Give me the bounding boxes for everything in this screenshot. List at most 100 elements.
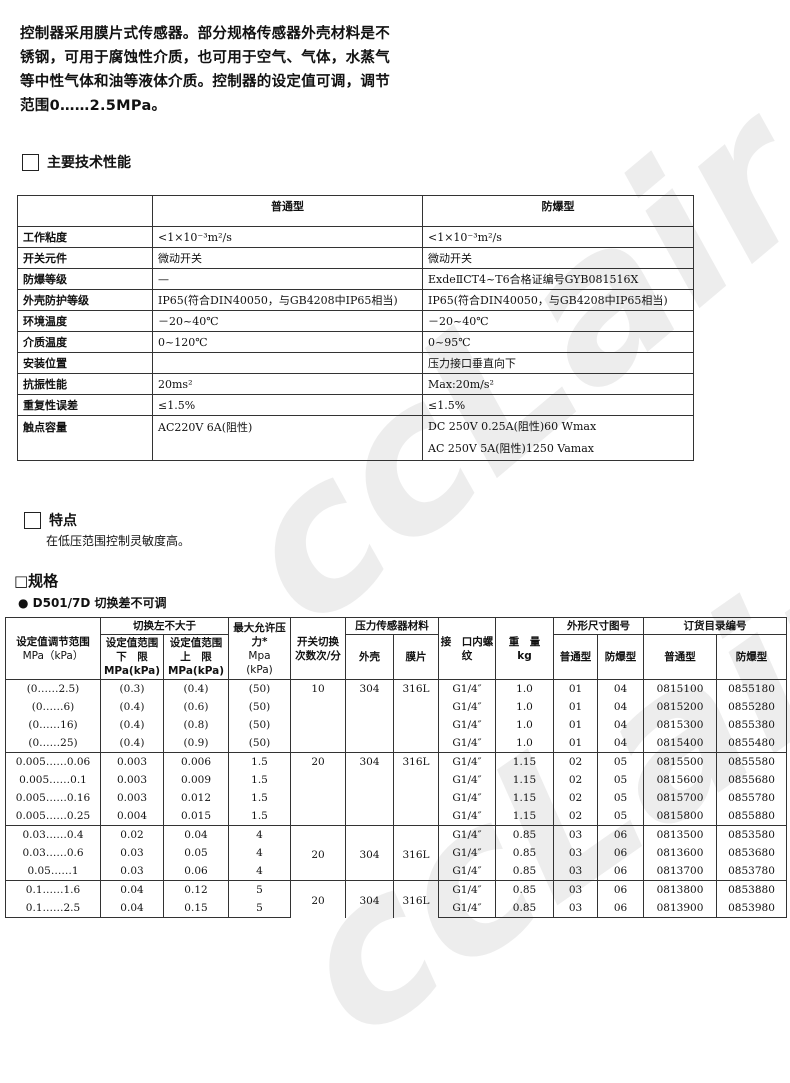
cell-upper: 0.012 — [163, 789, 229, 807]
table-row: (0……2.5) (0.3) (0.4) (50) 10 304 316L G1/4″ 1.0 0… — [5, 679, 787, 753]
cell-order-ex: 0855680 — [716, 771, 787, 789]
cell-range: 0.03……0.6 — [5, 844, 101, 862]
cell-range: (0……25) — [5, 734, 101, 753]
col-shell: 外壳 — [345, 634, 394, 680]
table-row: (0……25) (0.4) (0.9) (50) G1/4″ 1.0 01 04 0815400… — [5, 734, 787, 753]
header-cell: 防爆型 — [422, 195, 694, 227]
table-row: 0.005……0.06 0.003 0.006 1.5 20 304 316L G1/4″ 1.… — [5, 752, 787, 826]
cell-weight: 1.0 — [495, 698, 554, 716]
cell-port: G1/4″ — [438, 825, 496, 844]
col-dim-normal: 普通型 — [553, 634, 598, 680]
cell-weight: 1.15 — [495, 771, 554, 789]
cell-order-ex: 0853780 — [716, 862, 787, 881]
cell-lower: (0.4) — [100, 734, 164, 753]
cell-range: (0……16) — [5, 716, 101, 734]
spec-value-ex: －20~40℃ — [422, 310, 694, 332]
cell-port: G1/4″ — [438, 899, 496, 918]
col-dim: 外形尺寸图号 — [553, 617, 644, 635]
cell-port: G1/4″ — [438, 679, 496, 698]
specs-table: 普通型 防爆型 工作粘度 <1×10⁻³m²/s <1×10⁻³m²/s 开关元件 微动开关… — [17, 195, 694, 461]
cell-cycles: 20 — [290, 752, 346, 826]
specs-row: 开关元件 微动开关 微动开关 — [17, 247, 694, 269]
cell-lower: 0.003 — [100, 789, 164, 807]
cell-weight: 0.85 — [495, 880, 554, 899]
cell-range: 0.005……0.1 — [5, 771, 101, 789]
spec-label: 重复性误差 — [17, 394, 153, 416]
cell-max-pressure: 4 — [228, 862, 291, 881]
cell-order-normal: 0813700 — [643, 862, 717, 881]
spec-line: DC 250V 0.25A(阻性)60 Wmax — [428, 420, 597, 433]
table-row: 0.05……1 0.03 0.06 4 G1/4″ 0.85 03 06 0813700 0853… — [5, 862, 787, 881]
cell-order-normal: 0815700 — [643, 789, 717, 807]
features-title: 特点 — [49, 513, 77, 529]
cell-upper: 0.06 — [163, 862, 229, 881]
cell-upper: 0.04 — [163, 825, 229, 844]
cell-dim-normal: 03 — [553, 880, 598, 899]
spec-value-ex: 压力接口垂直向下 — [422, 352, 694, 374]
cell-range: 0.1……2.5 — [5, 899, 101, 918]
cell-range: 0.03……0.4 — [5, 825, 101, 844]
cell-upper: 0.05 — [163, 844, 229, 862]
cell-order-ex: 0855580 — [716, 752, 787, 771]
cell-max-pressure: (50) — [228, 698, 291, 716]
cell-order-ex: 0853880 — [716, 880, 787, 899]
col-upper: 设定值范围上 限 MPa(kPa) — [163, 634, 229, 680]
cell-order-normal: 0815100 — [643, 679, 717, 698]
cell-order-normal: 0813800 — [643, 880, 717, 899]
spec-value-normal: IP65(符合DIN40050，与GB4208中IP65相当) — [152, 289, 423, 311]
cell-max-pressure: 4 — [228, 844, 291, 862]
table-row: 0.1……1.6 0.04 0.12 5 20 304 316L G1/4″ 0.85 03 06 0… — [5, 880, 787, 918]
cell-dim-normal: 03 — [553, 862, 598, 881]
spec-value-normal — [152, 352, 423, 374]
spec-value-ex: DC 250V 0.25A(阻性)60 Wmax AC 250V 5A(阻性)12… — [422, 415, 694, 461]
cell-port: G1/4″ — [438, 734, 496, 753]
cell-order-normal: 0813500 — [643, 825, 717, 844]
cell-weight: 0.85 — [495, 844, 554, 862]
cell-dim-normal: 02 — [553, 752, 598, 771]
cell-order-normal: 0813900 — [643, 899, 717, 918]
cell-upper: (0.9) — [163, 734, 229, 753]
spec-table: 设定值调节范围 MPa（kPa） 切换左不大于 最大允许压力* Mpa (kPa) 开… — [5, 617, 787, 918]
cell-dim-ex: 05 — [597, 807, 644, 826]
cell-order-ex: 0853680 — [716, 844, 787, 862]
cell-range: 0.005……0.16 — [5, 789, 101, 807]
col-order-normal: 普通型 — [643, 634, 717, 680]
header-cell — [17, 195, 153, 227]
table-row: 0.03……0.4 0.02 0.04 4 20 304 316L G1/4″ 0.85 03 06… — [5, 825, 787, 881]
cell-shell: 304 — [345, 679, 394, 753]
table-row: 0.005……0.25 0.004 0.015 1.5 G1/4″ 1.15 02 05 081… — [5, 807, 787, 826]
cell-lower: (0.3) — [100, 679, 164, 698]
checkbox-icon — [22, 153, 39, 171]
cell-lower: 0.003 — [100, 752, 164, 771]
checkbox-icon — [24, 511, 41, 529]
cell-upper: (0.8) — [163, 716, 229, 734]
header-cell: 普通型 — [152, 195, 423, 227]
spec-value-ex: ≤1.5% — [422, 394, 694, 416]
cell-order-ex: 0853980 — [716, 899, 787, 918]
col-dim-ex: 防爆型 — [597, 634, 644, 680]
spec-value-normal: －20~40℃ — [152, 310, 423, 332]
cell-dim-ex: 04 — [597, 716, 644, 734]
cell-dim-ex: 05 — [597, 771, 644, 789]
cell-weight: 1.0 — [495, 679, 554, 698]
col-diaphragm: 膜片 — [393, 634, 439, 680]
cell-dim-normal: 01 — [553, 679, 598, 698]
col-material: 压力传感器材料 — [345, 617, 439, 635]
cell-dim-ex: 04 — [597, 679, 644, 698]
cell-dim-ex: 06 — [597, 862, 644, 881]
cell-weight: 1.15 — [495, 807, 554, 826]
cell-lower: 0.03 — [100, 844, 164, 862]
spec-value-ex: IP65(符合DIN40050，与GB4208中IP65相当) — [422, 289, 694, 311]
cell-range: 0.005……0.25 — [5, 807, 101, 826]
cell-dim-normal: 03 — [553, 825, 598, 844]
cell-max-pressure: 1.5 — [228, 752, 291, 771]
cell-weight: 1.0 — [495, 734, 554, 753]
model-title: ● D501/7D 切换差不可调 — [18, 596, 167, 610]
cell-dim-ex: 05 — [597, 789, 644, 807]
cell-weight: 0.85 — [495, 825, 554, 844]
features-text: 在低压范围控制灵敏度高。 — [46, 534, 191, 548]
spec-value-ex: 0~95℃ — [422, 331, 694, 353]
cell-upper: (0.6) — [163, 698, 229, 716]
cell-order-normal: 0815300 — [643, 716, 717, 734]
col-weight: 重 量 kg — [495, 617, 554, 680]
